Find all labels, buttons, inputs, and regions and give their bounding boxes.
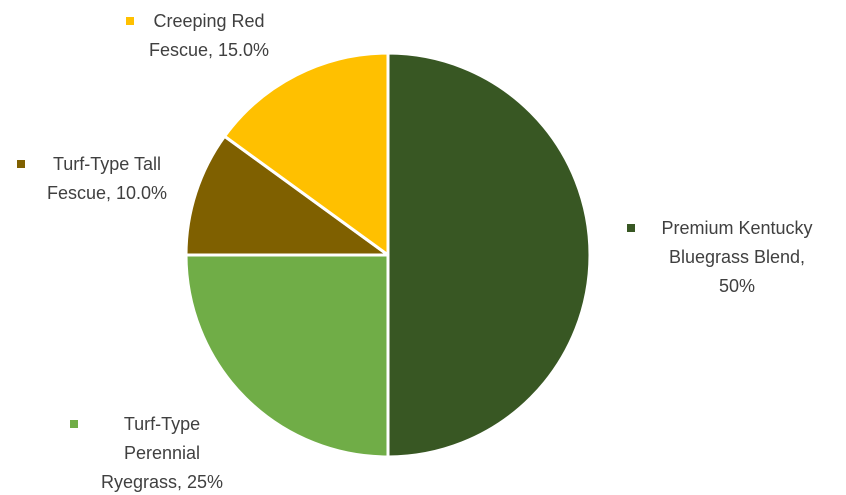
data-label-line: Fescue, 15.0% (149, 40, 269, 60)
pie-slice-turf-type-tall-fescue (184, 134, 390, 257)
pie-slice-creeping-red-fescue (223, 51, 390, 257)
pie-slices (184, 51, 592, 459)
data-label-line: Ryegrass, 25% (101, 472, 223, 492)
data-label-line: Fescue, 10.0% (47, 183, 167, 203)
data-label-turf-type-tall-fescue: Turf-Type Tall Fescue, 10.0% (17, 154, 167, 203)
legend-key-turf-type-perennial-ryegrass (70, 420, 78, 428)
legend-key-premium-kentucky-bluegrass-blend (627, 224, 635, 232)
pie-slice-premium-kentucky-bluegrass-blend (386, 51, 592, 459)
pie-slice-turf-type-perennial-ryegrass (184, 253, 390, 459)
pie-labels: Premium Kentucky Bluegrass Blend, 50% Turf-… (17, 11, 813, 492)
data-label-line: Bluegrass Blend, (669, 247, 805, 267)
legend-key-turf-type-tall-fescue (17, 160, 25, 168)
data-label-line: Perennial (124, 443, 200, 463)
data-label-premium-kentucky-bluegrass-blend: Premium Kentucky Bluegrass Blend, 50% (627, 218, 813, 296)
legend-key-creeping-red-fescue (126, 17, 134, 25)
data-label-line: Turf-Type (124, 414, 200, 434)
data-label-line: Turf-Type Tall (53, 154, 161, 174)
data-label-turf-type-perennial-ryegrass: Turf-Type Perennial Ryegrass, 25% (70, 414, 223, 492)
data-label-creeping-red-fescue: Creeping Red Fescue, 15.0% (126, 11, 269, 60)
data-label-line: Premium Kentucky (661, 218, 812, 238)
data-label-line: 50% (719, 276, 755, 296)
data-label-line: Creeping Red (153, 11, 264, 31)
